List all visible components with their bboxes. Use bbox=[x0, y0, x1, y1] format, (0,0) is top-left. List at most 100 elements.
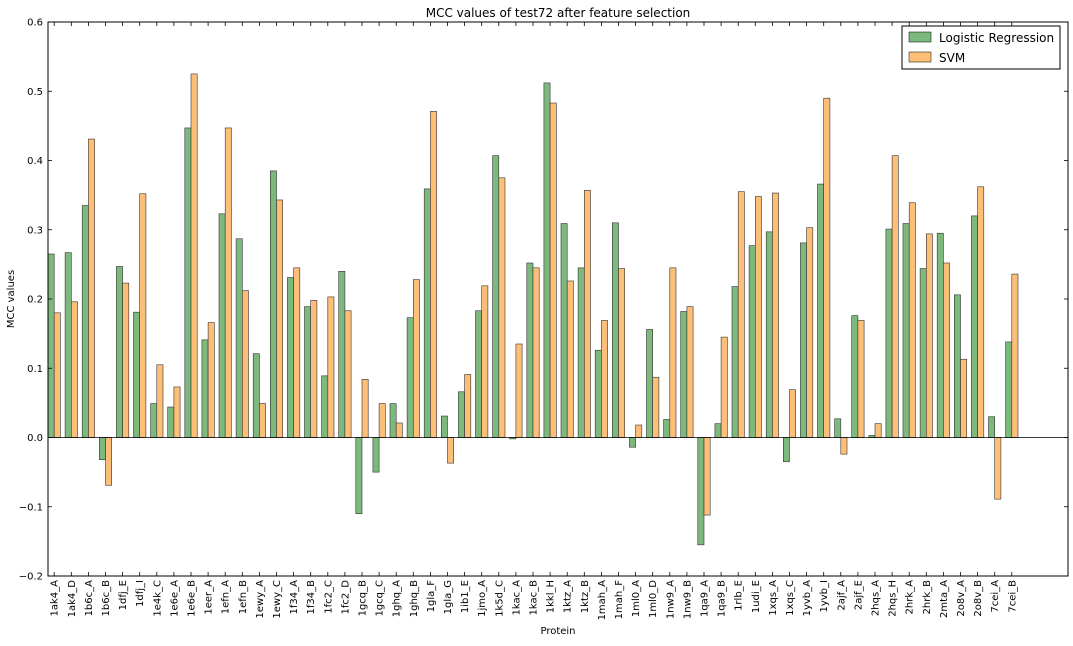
bar-logistic-regression-2hrk_A bbox=[902, 223, 910, 438]
bar-logistic-regression-1e6e_A bbox=[167, 406, 175, 438]
bar-svm-1fc2_C bbox=[327, 296, 335, 438]
x-tick-label-1yvb_A: 1yvb_A bbox=[802, 580, 813, 617]
x-tick-label-1yvb_I: 1yvb_I bbox=[819, 580, 830, 613]
bar-svm-1dfj_E bbox=[122, 282, 130, 438]
x-tick-label-1ghq_A: 1ghq_A bbox=[392, 580, 403, 617]
bar-logistic-regression-1efn_B bbox=[235, 238, 243, 438]
x-tick-label-1f34_B: 1f34_B bbox=[306, 580, 317, 615]
x-tick-label-1ewy_A: 1ewy_A bbox=[255, 580, 266, 619]
x-tick-label-1udi_E: 1udi_E bbox=[751, 580, 762, 613]
bar-svm-1ghq_B bbox=[412, 279, 420, 438]
x-tick-label-1kkl_H: 1kkl_H bbox=[546, 580, 557, 613]
x-tick-label-1ib1_E: 1ib1_E bbox=[460, 580, 471, 613]
bar-svm-1dfj_I bbox=[139, 193, 147, 438]
bar-svm-1rlb_E bbox=[737, 191, 745, 438]
x-tick-label-1mah_A: 1mah_A bbox=[597, 580, 608, 621]
x-tick-label-1kac_A: 1kac_A bbox=[511, 580, 522, 616]
bar-logistic-regression-1ktz_A bbox=[560, 223, 568, 438]
x-tick-label-1k5d_C: 1k5d_C bbox=[494, 580, 505, 617]
x-tick-label-1efn_B: 1efn_B bbox=[238, 580, 249, 614]
x-tick-label-1dfj_I: 1dfj_I bbox=[135, 580, 146, 607]
bar-svm-1kkl_H bbox=[549, 102, 557, 438]
x-tick-label-1jmo_A: 1jmo_A bbox=[477, 580, 488, 617]
legend: Logistic Regression SVM bbox=[901, 25, 1061, 70]
x-tick-label-1qa9_B: 1qa9_B bbox=[717, 580, 728, 617]
y-axis-label: MCC values bbox=[6, 270, 17, 328]
bar-logistic-regression-1dfj_E bbox=[116, 266, 123, 438]
bar-svm-2ajf_E bbox=[857, 320, 865, 438]
bar-svm-1ewy_A bbox=[259, 403, 266, 438]
bar-svm-1kac_A bbox=[515, 343, 523, 438]
x-tick-label-1e6e_A: 1e6e_A bbox=[169, 580, 180, 617]
bar-svm-1gla_F bbox=[430, 111, 437, 438]
bar-logistic-regression-1ak4_A bbox=[47, 253, 55, 438]
bar-svm-1ktz_B bbox=[583, 189, 591, 438]
bar-logistic-regression-1fc2_D bbox=[338, 270, 346, 438]
bar-logistic-regression-1nw9_A bbox=[663, 419, 671, 438]
bar-logistic-regression-1ghq_A bbox=[389, 403, 397, 438]
bar-logistic-regression-1b6c_B bbox=[99, 437, 106, 460]
bar-logistic-regression-1e4k_C bbox=[150, 403, 158, 438]
bar-svm-1e4k_C bbox=[156, 364, 164, 438]
legend-swatch-svm bbox=[908, 51, 932, 63]
bar-logistic-regression-7cei_B bbox=[1005, 341, 1013, 438]
bar-svm-1nw9_B bbox=[686, 306, 694, 438]
bar-logistic-regression-1kkl_H bbox=[543, 82, 551, 438]
x-axis-label: Protein bbox=[540, 626, 575, 637]
x-tick-label-2hrk_A: 2hrk_A bbox=[905, 580, 916, 615]
bar-logistic-regression-1ml0_D bbox=[646, 329, 653, 438]
bar-svm-2mta_A bbox=[943, 262, 950, 438]
bar-svm-2hqs_A bbox=[874, 423, 882, 438]
bar-logistic-regression-1xqs_C bbox=[782, 437, 790, 463]
bar-logistic-regression-1fc2_C bbox=[321, 375, 329, 438]
bar-svm-2hqs_H bbox=[891, 155, 899, 438]
bar-logistic-regression-1gcq_C bbox=[372, 437, 380, 473]
legend-label-logistic-regression: Logistic Regression bbox=[939, 31, 1054, 45]
x-tick-label-1gcq_C: 1gcq_C bbox=[375, 580, 386, 617]
bar-svm-1e6e_A bbox=[173, 386, 181, 438]
bar-svm-7cei_A bbox=[994, 437, 1002, 500]
bar-svm-1ml0_D bbox=[652, 376, 660, 438]
bar-svm-1f34_A bbox=[293, 267, 301, 438]
x-tick-label-1e4k_C: 1e4k_C bbox=[152, 580, 163, 617]
y-tick-label: 0.5 bbox=[27, 87, 43, 98]
bar-logistic-regression-1eer_A bbox=[201, 339, 209, 438]
bar-svm-1gcq_B bbox=[361, 379, 369, 438]
x-tick-label-2o8v_B: 2o8v_B bbox=[973, 580, 984, 617]
bar-logistic-regression-2o8v_B bbox=[971, 215, 978, 438]
y-tick-label: 0.3 bbox=[27, 225, 43, 236]
bar-logistic-regression-2ajf_E bbox=[851, 315, 859, 438]
bar-svm-1gcq_C bbox=[378, 403, 386, 438]
bar-logistic-regression-1efn_A bbox=[218, 213, 226, 438]
x-tick-label-2hqs_H: 2hqs_H bbox=[888, 580, 899, 617]
bar-svm-1yvb_A bbox=[806, 227, 814, 438]
x-tick-label-1gla_F: 1gla_F bbox=[426, 580, 437, 613]
y-tick-label: 0.2 bbox=[27, 295, 43, 306]
bar-svm-1xqs_A bbox=[772, 192, 779, 438]
bar-svm-1mah_A bbox=[601, 320, 608, 438]
x-tick-label-1xqs_C: 1xqs_C bbox=[785, 580, 796, 616]
bar-logistic-regression-2mta_A bbox=[936, 232, 944, 438]
x-tick-label-2o8v_A: 2o8v_A bbox=[956, 580, 967, 617]
bar-svm-1xqs_C bbox=[789, 389, 796, 438]
bar-logistic-regression-1mah_A bbox=[594, 349, 602, 438]
x-tick-label-1fc2_D: 1fc2_D bbox=[340, 580, 351, 615]
x-tick-label-1ktz_B: 1ktz_B bbox=[580, 580, 591, 613]
y-tick-label: 0.6 bbox=[27, 18, 43, 29]
bar-svm-2o8v_A bbox=[960, 358, 967, 438]
bar-logistic-regression-1ghq_B bbox=[406, 317, 414, 438]
bar-svm-1ak4_A bbox=[53, 312, 61, 438]
x-tick-label-1mah_F: 1mah_F bbox=[614, 580, 625, 620]
bar-logistic-regression-1qa9_A bbox=[697, 437, 705, 546]
x-tick-label-1gcq_B: 1gcq_B bbox=[358, 580, 369, 617]
bar-logistic-regression-7cei_A bbox=[988, 416, 995, 438]
bar-svm-2ajf_A bbox=[840, 437, 848, 455]
bar-logistic-regression-1ewy_C bbox=[269, 170, 277, 438]
x-tick-label-1kac_B: 1kac_B bbox=[529, 580, 540, 616]
bar-svm-1b6c_B bbox=[105, 437, 112, 486]
bar-svm-1e6e_B bbox=[190, 73, 198, 438]
x-tick-label-7cei_B: 7cei_B bbox=[1007, 580, 1018, 613]
bar-logistic-regression-1e6e_B bbox=[184, 127, 192, 438]
